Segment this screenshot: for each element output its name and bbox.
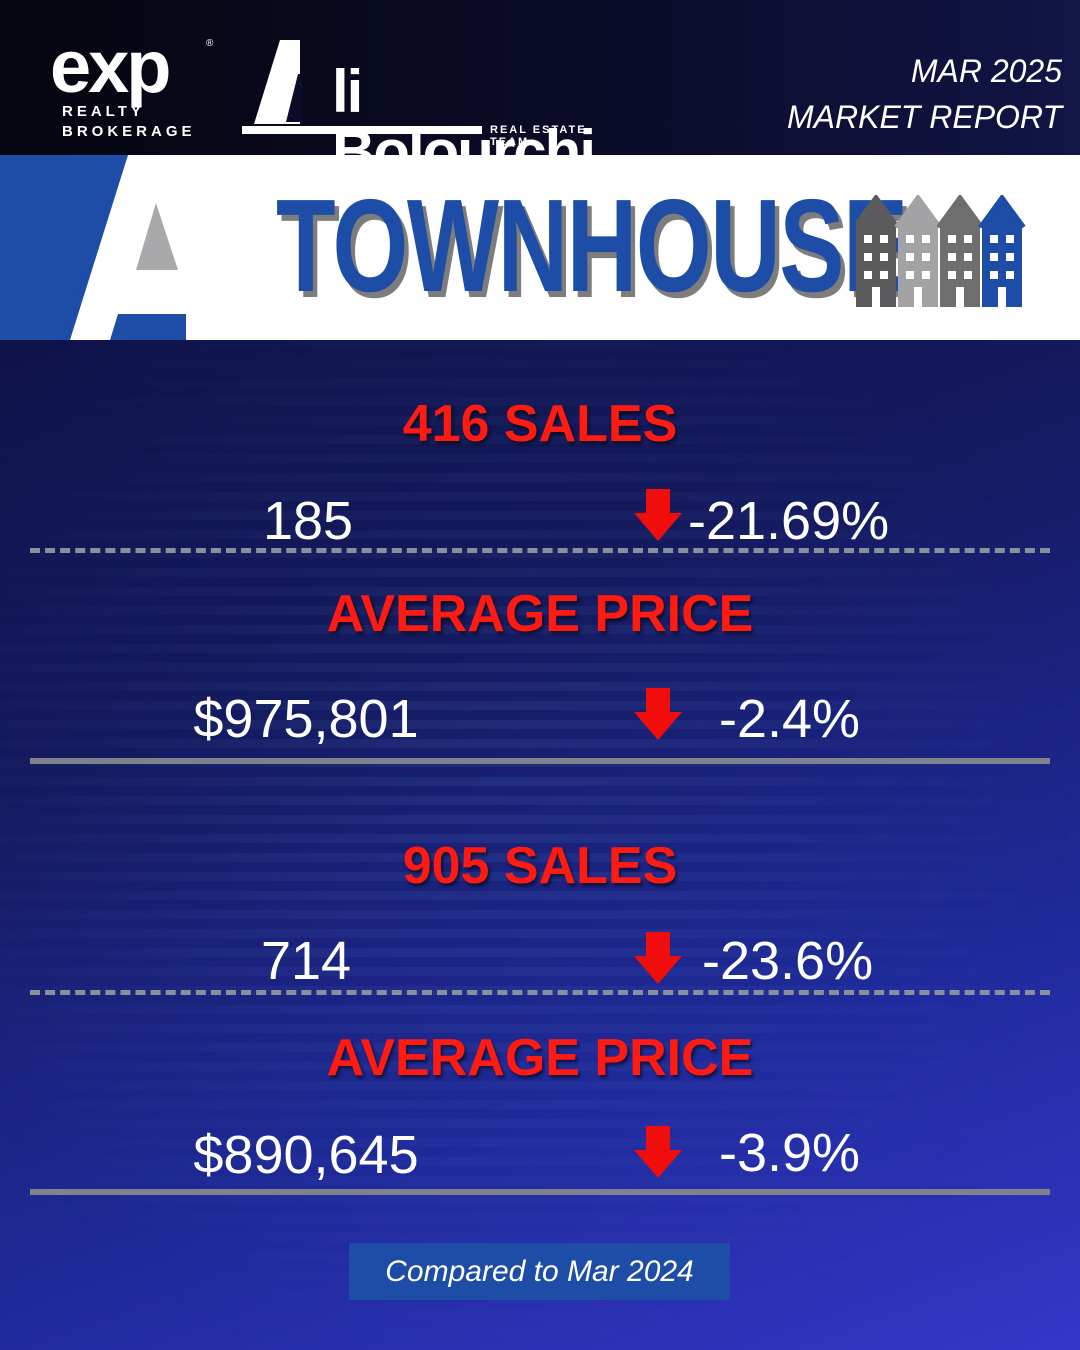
down-arrow-icon (634, 688, 682, 740)
region-905-average-price-change: -3.9% (719, 1123, 861, 1183)
property-type-title: TOWNHOUSE (276, 172, 908, 319)
report-title: MARKET REPORT (787, 99, 1062, 136)
dashed-divider (30, 990, 1050, 995)
comparison-note: Compared to Mar 2024 (349, 1243, 730, 1300)
region-416-average-price-value: $975,801 (193, 689, 419, 749)
report-month: MAR 2025 (910, 53, 1062, 89)
ali-bolourchi-logo: li Bolourchi REAL ESTATE TEAM (240, 38, 630, 182)
down-arrow-icon (634, 932, 682, 984)
region-416-sales-value: 185 (262, 491, 354, 551)
region-416-average-price-heading: AVERAGE PRICE (326, 585, 754, 643)
down-arrow-icon (634, 489, 682, 541)
region-905-sales-change: -23.6% (702, 931, 874, 991)
header-bar: exp ® REALTY BROKERAGE li Bolourchi REAL… (0, 0, 1080, 182)
report-heading: MAR 2025 MARKET REPORT (787, 48, 1062, 141)
region-416-sales-heading: 416 SALES (402, 395, 678, 453)
down-arrow-icon (634, 1126, 682, 1178)
exp-logo-line2: BROKERAGE (62, 123, 196, 140)
region-905-average-price-value: $890,645 (193, 1125, 419, 1185)
section-divider (30, 1189, 1050, 1195)
townhouse-row-icon (856, 195, 1026, 307)
title-banner: TOWNHOUSE (0, 155, 1080, 340)
exp-logo-registered-mark: ® (206, 38, 214, 49)
region-416-sales-change: -21.69% (688, 491, 890, 551)
section-divider (30, 758, 1050, 764)
exp-realty-logo: exp ® REALTY BROKERAGE (50, 30, 215, 140)
region-905-sales-value: 714 (260, 931, 352, 991)
exp-logo-line1: REALTY (62, 103, 145, 120)
region-905-sales-heading: 905 SALES (402, 837, 678, 895)
dashed-divider (30, 548, 1050, 553)
region-905-average-price-heading: AVERAGE PRICE (326, 1029, 754, 1087)
exp-logo-word: exp (50, 25, 172, 108)
background-stripes (0, 340, 1080, 1350)
team-logo-tagline: REAL ESTATE TEAM (490, 124, 587, 148)
region-416-average-price-change: -2.4% (719, 689, 861, 749)
logo-underline (242, 126, 482, 134)
brand-a-mark-icon (0, 155, 186, 340)
